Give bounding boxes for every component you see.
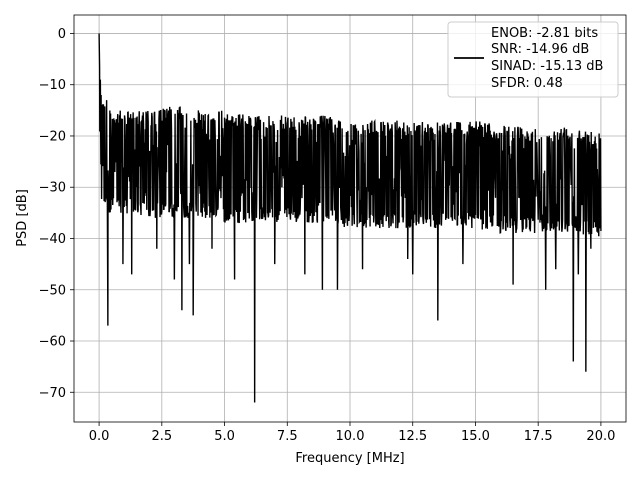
legend: ENOB: -2.81 bits SNR: -14.96 dB SINAD: -… — [447, 21, 619, 98]
y-tick-label: −10 — [39, 78, 66, 93]
legend-line-1: ENOB: -2.81 bits — [491, 26, 598, 41]
x-tick-label: 0.0 — [89, 429, 110, 444]
y-tick-label: −60 — [39, 335, 66, 350]
x-tick-label: 10.0 — [336, 429, 365, 444]
legend-line-4: SFDR: 0.48 — [491, 76, 563, 91]
series-group — [98, 33, 602, 403]
x-tick-label: 20.0 — [586, 429, 615, 444]
y-tick-label: −30 — [39, 181, 66, 196]
legend-box — [447, 21, 619, 98]
x-tick-label: 15.0 — [461, 429, 490, 444]
legend-line-2: SNR: -14.96 dB — [491, 42, 589, 57]
y-tick-label: −70 — [39, 386, 66, 401]
x-axis-ticks: 0.0 2.5 5.0 7.5 10.0 12.5 15.0 17.5 20.0 — [89, 422, 615, 444]
x-tick-label: 5.0 — [214, 429, 235, 444]
y-axis-ticks: 0 −10 −20 −30 −40 −50 −60 −70 — [39, 27, 74, 401]
legend-line-3: SINAD: -15.13 dB — [491, 59, 603, 74]
y-tick-label: 0 — [58, 27, 66, 42]
y-tick-label: −40 — [39, 232, 66, 247]
x-axis-label: Frequency [MHz] — [295, 451, 404, 466]
y-axis-label: PSD [dB] — [15, 189, 30, 247]
psd-series-line-0 — [98, 33, 602, 403]
x-tick-label: 7.5 — [277, 429, 298, 444]
x-tick-label: 12.5 — [398, 429, 427, 444]
x-tick-label: 17.5 — [524, 429, 553, 444]
y-tick-label: −20 — [39, 129, 66, 144]
y-tick-label: −50 — [39, 283, 66, 298]
x-tick-label: 2.5 — [151, 429, 172, 444]
